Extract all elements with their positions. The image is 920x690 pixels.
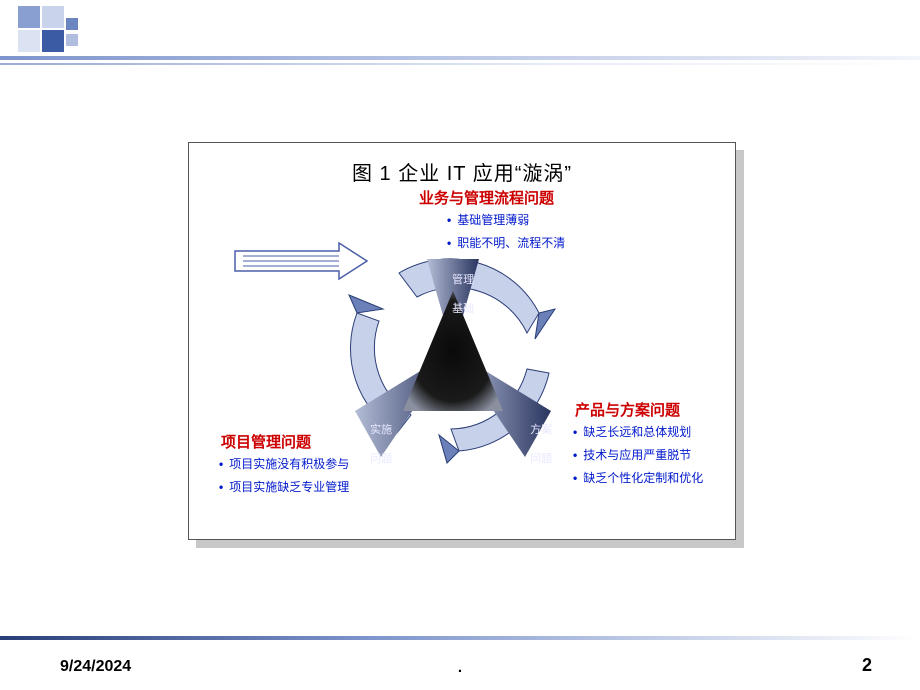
section-heading-project-mgmt: 项目管理问题 [221, 431, 311, 452]
node-label-line: 问题 [530, 453, 552, 465]
header-square-icon [66, 18, 78, 30]
header-square-icon [42, 30, 64, 52]
header-square-icon [66, 34, 78, 46]
node-label-line: 方案 [530, 424, 552, 436]
header-bar-thin [0, 63, 920, 65]
bullet-item: •项目实施没有积极参与 [219, 453, 349, 476]
entry-arrow-icon [235, 243, 367, 279]
figure-frame: 图 1 企业 IT 应用“漩涡” [188, 142, 736, 540]
node-label-implementation: 实施 问题 [351, 409, 393, 480]
header-square-icon [18, 6, 40, 28]
footer-bar [0, 636, 920, 640]
bullet-item: •缺乏长远和总体规划 [573, 421, 703, 444]
section-bullets-business-process: •基础管理薄弱 •职能不明、流程不清 [447, 209, 565, 255]
footer-page-number: 2 [862, 655, 872, 676]
section-bullets-product-solution: •缺乏长远和总体规划 •技术与应用严重脱节 •缺乏个性化定制和优化 [573, 421, 703, 489]
footer-center: . [0, 659, 920, 676]
section-heading-product-solution: 产品与方案问题 [575, 399, 680, 420]
node-label-line: 管理 [452, 274, 474, 286]
bullet-text: 基础管理薄弱 [457, 213, 529, 227]
slide: 图 1 企业 IT 应用“漩涡” [0, 0, 920, 690]
bullet-text: 缺乏个性化定制和优化 [583, 471, 703, 485]
node-label-solution: 方案 问题 [511, 409, 553, 480]
bullet-text: 项目实施缺乏专业管理 [229, 480, 349, 494]
bullet-text: 技术与应用严重脱节 [583, 448, 691, 462]
bullet-text: 项目实施没有积极参与 [229, 457, 349, 471]
bullet-item: •职能不明、流程不清 [447, 232, 565, 255]
bullet-item: •基础管理薄弱 [447, 209, 565, 232]
header-square-icon [18, 30, 40, 52]
bullet-item: •技术与应用严重脱节 [573, 444, 703, 467]
bullet-item: •项目实施缺乏专业管理 [219, 476, 349, 499]
bullet-item: •缺乏个性化定制和优化 [573, 467, 703, 490]
section-heading-business-process: 业务与管理流程问题 [419, 187, 554, 208]
section-bullets-project-mgmt: •项目实施没有积极参与 •项目实施缺乏专业管理 [219, 453, 349, 499]
node-label-management: 管理 基础 [433, 259, 475, 330]
node-label-line: 基础 [452, 303, 474, 315]
node-label-line: 实施 [370, 424, 392, 436]
bullet-text: 缺乏长远和总体规划 [583, 425, 691, 439]
node-label-line: 问题 [370, 453, 392, 465]
header-square-icon [42, 6, 64, 28]
bullet-text: 职能不明、流程不清 [457, 236, 565, 250]
header-bar [0, 56, 920, 60]
